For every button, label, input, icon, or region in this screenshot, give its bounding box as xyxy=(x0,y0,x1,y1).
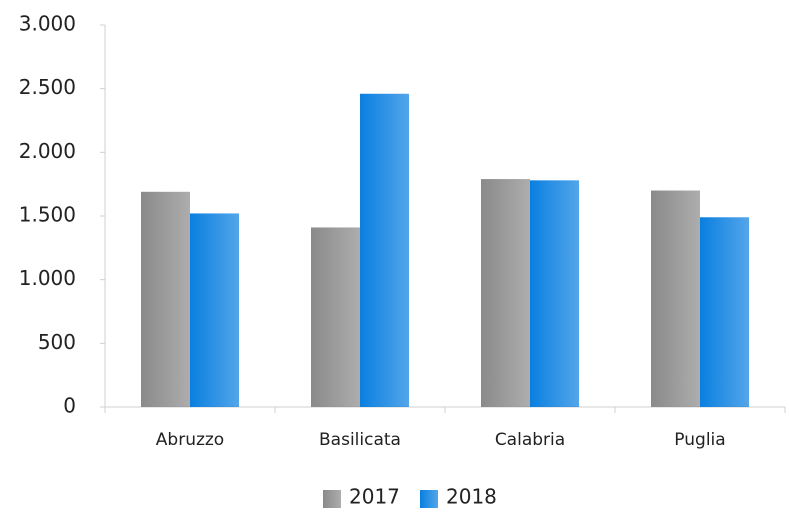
y-tick-label: 2.000 xyxy=(19,139,76,163)
y-tick-label: 500 xyxy=(38,330,76,354)
bar xyxy=(700,217,749,407)
legend-swatch xyxy=(323,490,341,508)
y-tick-label: 2.500 xyxy=(19,75,76,99)
x-tick-label: Puglia xyxy=(674,430,725,450)
bar xyxy=(311,227,360,407)
bar xyxy=(190,213,239,407)
y-tick-label: 1.500 xyxy=(19,203,76,227)
legend-swatch xyxy=(420,490,438,508)
x-tick-label: Basilicata xyxy=(319,430,401,450)
y-tick-label: 3.000 xyxy=(19,12,76,36)
y-tick-label: 1.000 xyxy=(19,266,76,290)
bar xyxy=(481,179,530,407)
legend-label: 2017 xyxy=(349,485,400,509)
legend-label: 2018 xyxy=(446,485,497,509)
x-tick-label: Abruzzo xyxy=(156,430,224,450)
bar xyxy=(141,191,190,407)
bar xyxy=(360,93,409,407)
x-tick-label: Calabria xyxy=(495,430,565,450)
bar xyxy=(530,180,579,407)
bar xyxy=(651,190,700,407)
y-tick-label: 0 xyxy=(63,394,76,418)
